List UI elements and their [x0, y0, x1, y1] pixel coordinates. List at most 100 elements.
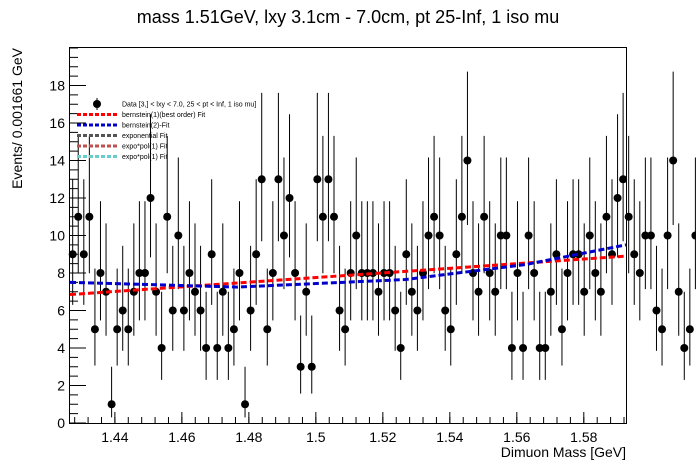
y-tick-label: 12 — [49, 190, 65, 206]
data-point — [541, 344, 550, 352]
data-point — [452, 250, 461, 259]
data-point — [680, 344, 689, 352]
data-point — [96, 269, 105, 277]
data-point — [285, 194, 294, 202]
data-point — [658, 325, 667, 334]
data-point — [140, 269, 149, 277]
data-point — [107, 400, 116, 409]
data-point — [252, 250, 261, 259]
x-tick-label: 1.54 — [436, 429, 463, 445]
data-point — [557, 325, 566, 334]
data-point — [68, 250, 77, 259]
data-point — [513, 269, 522, 277]
data-point — [235, 269, 244, 277]
data-point — [602, 212, 611, 221]
data-point — [685, 325, 694, 334]
data-point — [146, 194, 155, 202]
y-axis-label: Events/ 0.001661 GeV — [9, 47, 25, 189]
data-point — [335, 306, 344, 315]
data-point — [257, 175, 266, 184]
fit-line — [69, 243, 627, 289]
data-point — [352, 231, 361, 240]
data-point — [229, 325, 238, 334]
data-point — [196, 306, 205, 315]
data-point — [246, 306, 255, 315]
data-point — [652, 306, 661, 315]
data-point — [674, 287, 683, 296]
data-point — [474, 287, 483, 296]
y-tick-label: 14 — [49, 153, 65, 169]
y-tick-label: 6 — [57, 303, 65, 319]
data-point — [446, 325, 455, 334]
data-point — [302, 287, 311, 296]
data-point — [663, 231, 672, 240]
data-point — [324, 175, 333, 184]
data-points — [68, 156, 696, 409]
data-point — [341, 325, 350, 334]
data-point — [202, 344, 211, 352]
data-point — [457, 212, 466, 221]
data-point — [263, 325, 272, 334]
data-point — [174, 231, 183, 240]
data-point — [118, 306, 127, 315]
y-tick-label: 8 — [57, 265, 65, 281]
data-point — [519, 344, 528, 352]
data-point — [135, 269, 144, 277]
data-point — [391, 306, 400, 315]
data-point — [124, 325, 133, 334]
y-tick-label: 4 — [57, 340, 65, 356]
data-point — [168, 306, 177, 315]
legend-label: Data [3,] < lxy < 7.0, 25 < pt < Inf, 1 … — [122, 102, 256, 109]
legend-label: bernstein(1)(best order) Fit — [122, 112, 205, 119]
x-tick-label: 1.46 — [168, 429, 195, 445]
data-point — [85, 212, 94, 221]
y-tick-label: 18 — [49, 78, 65, 94]
data-point — [218, 287, 227, 296]
x-tick-label: 1.5 — [306, 429, 326, 445]
data-point — [441, 306, 450, 315]
data-point — [402, 250, 411, 259]
data-point — [596, 287, 605, 296]
data-point — [613, 194, 622, 202]
y-tick-label: 2 — [57, 378, 65, 394]
data-point — [641, 231, 650, 240]
data-point — [163, 212, 172, 221]
y-axis: 0 2 4 6 8 10 12 14 16 18 — [49, 47, 86, 431]
data-point — [502, 231, 511, 240]
legend-label: bernstein(2)-Fit — [122, 123, 170, 130]
data-point — [580, 287, 589, 296]
y-tick-label: 0 — [57, 415, 65, 431]
data-point — [207, 250, 216, 259]
data-point — [407, 287, 416, 296]
data-point — [491, 287, 500, 296]
x-tick-label: 1.48 — [235, 429, 262, 445]
data-point — [179, 306, 188, 315]
legend-label: expo*pol(1) Fit — [122, 154, 168, 161]
data-point — [224, 344, 233, 352]
data-point — [274, 175, 283, 184]
data-point — [624, 212, 633, 221]
data-point — [524, 231, 533, 240]
legend-label: expo*pol(1) Fit — [122, 144, 168, 151]
data-point — [635, 269, 644, 277]
legend: Data [3,] < lxy < 7.0, 25 < pt < Inf, 1 … — [77, 98, 256, 161]
data-point — [691, 231, 696, 240]
y-tick-label: 16 — [49, 115, 65, 131]
data-point — [157, 344, 166, 352]
data-point — [546, 287, 555, 296]
data-point — [591, 269, 600, 277]
data-point — [374, 287, 383, 296]
data-point — [485, 269, 494, 277]
data-point — [430, 212, 439, 221]
x-tick-label: 1.58 — [570, 429, 597, 445]
data-point — [190, 287, 199, 296]
data-point — [318, 212, 327, 221]
data-point — [113, 325, 122, 334]
data-point — [380, 269, 389, 277]
data-point — [79, 250, 88, 259]
y-tick-label: 10 — [49, 228, 65, 244]
data-point — [552, 250, 561, 259]
data-point — [213, 344, 222, 352]
legend-label: exponential Fit — [122, 133, 168, 140]
plot-frame — [69, 47, 627, 424]
